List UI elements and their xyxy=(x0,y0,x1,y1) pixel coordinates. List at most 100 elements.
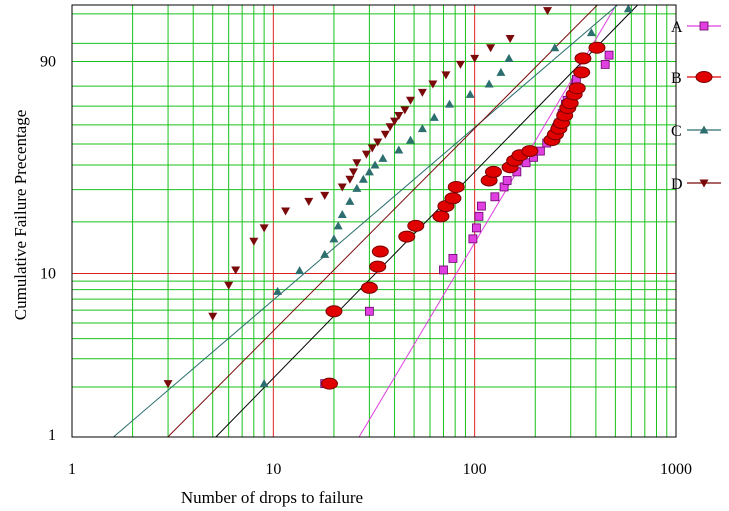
data-point-a xyxy=(604,50,614,60)
data-point-b xyxy=(398,230,416,243)
data-point-c xyxy=(550,43,560,52)
data-point-b xyxy=(568,82,586,95)
data-point-d xyxy=(542,7,552,16)
data-point-c xyxy=(445,99,455,108)
x-axis-label: Number of drops to failure xyxy=(181,488,363,507)
y-tick-label: 90 xyxy=(40,54,56,71)
y-axis-label: Cumulative Failure Precentage xyxy=(11,110,30,321)
legend-marker-b xyxy=(695,71,713,83)
x-tick-label: 10 xyxy=(265,461,281,478)
data-point-b xyxy=(325,305,343,318)
data-point-d xyxy=(345,175,355,184)
data-point-c xyxy=(320,249,330,258)
x-tick-label: 100 xyxy=(463,461,487,478)
data-point-b xyxy=(484,165,502,178)
data-point-c xyxy=(586,28,596,37)
data-point-c xyxy=(429,112,439,121)
data-point-d xyxy=(348,168,358,177)
legend-marker-a xyxy=(699,21,709,31)
data-point-d xyxy=(163,380,173,389)
y-tick-label: 1 xyxy=(48,427,56,444)
data-point-b xyxy=(573,66,591,79)
data-point-d xyxy=(224,281,234,290)
data-point-a xyxy=(471,223,481,233)
data-point-b xyxy=(369,260,387,273)
data-point-c xyxy=(417,124,427,133)
plot-frame xyxy=(71,4,677,438)
data-point-b xyxy=(444,192,462,205)
data-point-d xyxy=(281,207,291,216)
data-point-d xyxy=(249,237,259,246)
data-point-d xyxy=(385,123,395,132)
data-point-d xyxy=(394,111,404,120)
data-point-a xyxy=(468,234,478,244)
data-point-c xyxy=(352,183,362,192)
data-point-b xyxy=(320,377,338,390)
data-point-c xyxy=(465,89,475,98)
data-point-d xyxy=(400,106,410,115)
data-point-b xyxy=(360,281,378,294)
legend-marker-c xyxy=(699,125,709,134)
legend-label-d: D xyxy=(671,176,683,193)
data-point-c xyxy=(273,286,283,295)
data-point-c xyxy=(329,234,339,243)
fit-line-c xyxy=(112,5,619,437)
data-point-d xyxy=(470,54,480,63)
data-point-d xyxy=(486,44,496,53)
data-point-c xyxy=(295,266,305,275)
data-point-c xyxy=(259,379,269,388)
data-point-a xyxy=(474,211,484,221)
data-point-a xyxy=(502,176,512,185)
data-point-b xyxy=(588,41,606,54)
data-point-a xyxy=(439,265,448,275)
data-point-d xyxy=(455,60,465,69)
data-point-c xyxy=(370,160,380,169)
data-point-a xyxy=(476,201,486,211)
y-tick-label: 10 xyxy=(40,266,56,283)
fit-line-d xyxy=(167,5,599,437)
data-point-d xyxy=(208,312,218,321)
data-point-d xyxy=(417,88,427,97)
data-point-a xyxy=(600,60,610,69)
data-point-d xyxy=(390,117,400,126)
data-point-c xyxy=(378,153,388,162)
data-point-a xyxy=(364,306,374,316)
x-tick-labels: 1 10 100 1000 xyxy=(68,461,692,478)
data-point-c xyxy=(345,196,355,205)
data-point-d xyxy=(259,224,269,233)
data-point-c xyxy=(623,4,633,13)
data-point-d xyxy=(352,159,362,168)
data-point-d xyxy=(337,183,347,192)
data-point-c xyxy=(364,167,374,176)
data-point-d xyxy=(428,80,438,89)
data-point-b xyxy=(407,219,425,232)
data-point-d xyxy=(373,138,383,147)
x-tick-label: 1000 xyxy=(660,461,692,478)
data-point-c xyxy=(394,145,404,154)
legend-label-c: C xyxy=(671,123,682,140)
data-point-a xyxy=(448,253,458,263)
data-point-d xyxy=(231,266,241,275)
data-point-d xyxy=(380,130,390,139)
legend: A B C D xyxy=(671,19,721,193)
data-point-c xyxy=(496,67,506,76)
data-point-c xyxy=(405,135,415,144)
series-d xyxy=(163,7,552,389)
data-point-b xyxy=(521,145,539,158)
data-point-d xyxy=(505,34,515,43)
data-point-d xyxy=(304,197,314,206)
data-point-c xyxy=(358,174,368,183)
data-point-c xyxy=(504,53,514,62)
data-point-d xyxy=(405,96,415,105)
data-point-d xyxy=(441,71,451,80)
legend-label-b: B xyxy=(671,70,682,87)
data-point-c xyxy=(484,79,494,88)
series-b xyxy=(320,41,606,390)
data-point-d xyxy=(361,150,371,159)
y-tick-labels: 1 10 90 xyxy=(40,54,56,445)
series-c xyxy=(259,4,633,388)
data-point-b xyxy=(574,52,592,65)
data-point-d xyxy=(320,191,330,200)
data-point-a xyxy=(490,192,500,202)
